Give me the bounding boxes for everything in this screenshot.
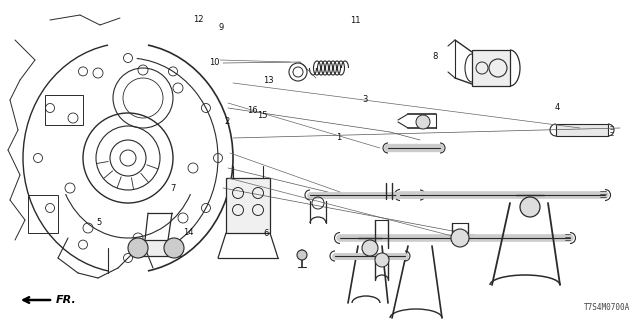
Text: 14: 14 — [184, 228, 194, 236]
Polygon shape — [132, 240, 180, 256]
Circle shape — [362, 240, 378, 256]
Polygon shape — [226, 178, 270, 233]
Circle shape — [375, 253, 389, 267]
Text: 10: 10 — [209, 58, 220, 67]
Circle shape — [164, 238, 184, 258]
Text: 7: 7 — [170, 184, 175, 193]
Text: T7S4M0700A: T7S4M0700A — [584, 303, 630, 312]
Text: 9: 9 — [218, 23, 223, 32]
Polygon shape — [556, 124, 608, 136]
Text: 2: 2 — [225, 117, 230, 126]
Bar — [28, 195, 58, 233]
Circle shape — [416, 115, 430, 129]
Text: 5: 5 — [97, 218, 102, 227]
Text: 1: 1 — [337, 133, 342, 142]
Text: 6: 6 — [263, 229, 268, 238]
Circle shape — [297, 250, 307, 260]
Text: 8: 8 — [433, 52, 438, 60]
Circle shape — [520, 197, 540, 217]
Bar — [45, 95, 83, 125]
Circle shape — [128, 238, 148, 258]
Text: FR.: FR. — [56, 295, 77, 305]
Text: 11: 11 — [350, 16, 360, 25]
Polygon shape — [472, 50, 510, 86]
Circle shape — [451, 229, 469, 247]
Text: 3: 3 — [362, 95, 367, 104]
Text: 13: 13 — [264, 76, 274, 84]
Text: 16: 16 — [248, 106, 258, 115]
Text: 12: 12 — [193, 15, 204, 24]
Text: 15: 15 — [257, 111, 268, 120]
Text: 4: 4 — [554, 103, 559, 112]
